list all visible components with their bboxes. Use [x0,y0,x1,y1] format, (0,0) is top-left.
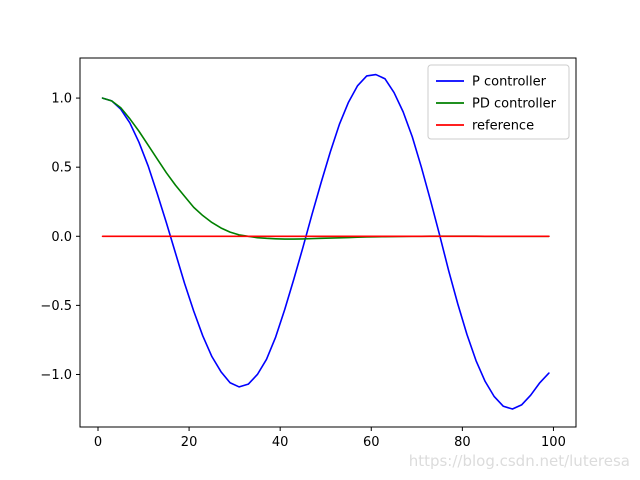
x-tick-label: 40 [272,435,289,450]
series-line-p-controller [101,73,550,410]
series-layer [101,73,550,410]
legend-label-p-controller: P controller [472,75,547,90]
legend-label-pd-controller: PD controller [472,97,557,112]
plot-area-frame [79,57,577,428]
y-tick-label: −1.0 [40,368,72,383]
y-tick-label: 0.0 [51,230,72,245]
x-tick-label: 100 [541,435,566,450]
x-tick-label: 80 [454,435,471,450]
y-tick-label: 1.0 [51,92,72,107]
x-tick-label: 20 [181,435,198,450]
y-tick-label: 0.5 [51,161,72,176]
legend-label-reference: reference [472,119,534,134]
legend: P controller PD controller reference [427,64,570,140]
x-axis-ticks: 0 20 40 60 80 100 [94,427,566,450]
watermark-text: https://blog.csdn.net/luteresa [408,452,630,470]
legend-box [427,64,570,140]
y-tick-label: −0.5 [40,299,72,314]
x-tick-label: 0 [94,435,102,450]
x-tick-label: 60 [363,435,380,450]
y-axis-ticks: 1.0 0.5 0.0 −0.5 −1.0 [40,92,80,383]
